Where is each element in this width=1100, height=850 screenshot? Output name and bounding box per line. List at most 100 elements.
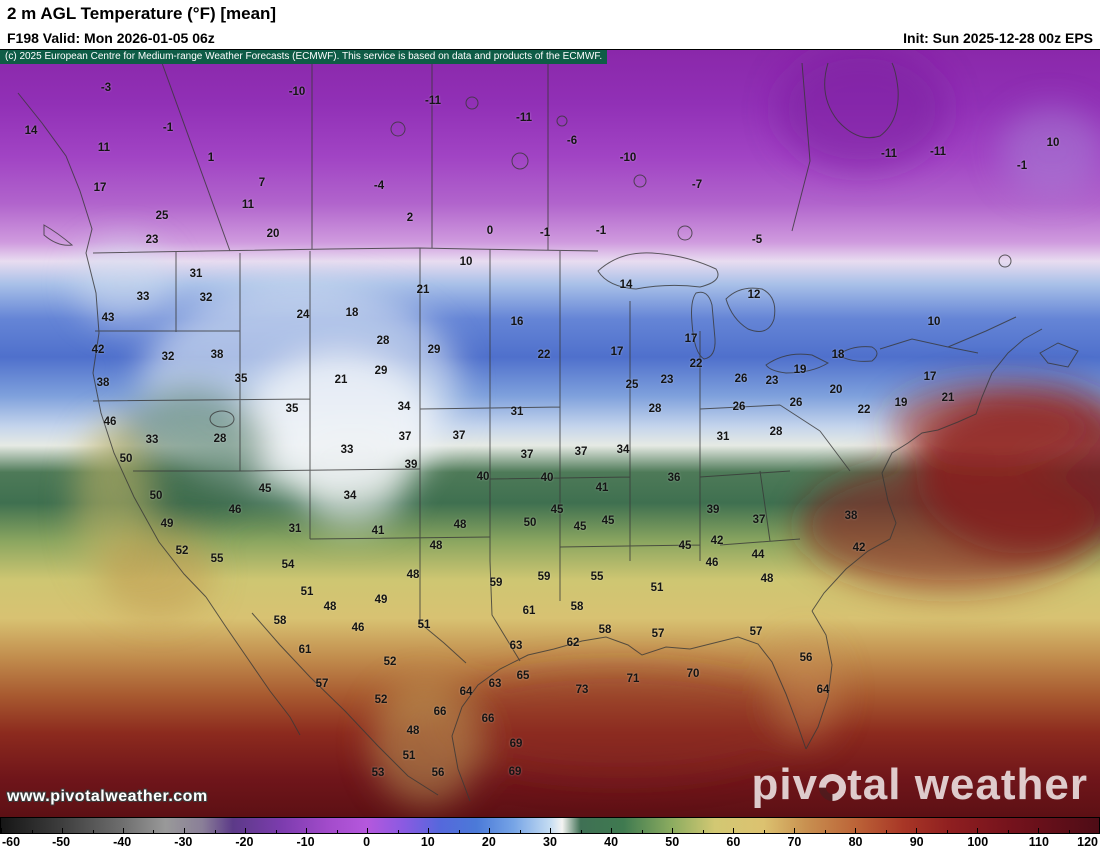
colorbar-minor-tick-mark [641, 830, 643, 833]
colorbar-tick-label: 100 [967, 835, 989, 849]
atlantic-coastline [811, 328, 1043, 612]
state-borders-central [419, 248, 701, 601]
geography-outlines [17, 62, 1079, 802]
colorbar-tick-mark [611, 828, 612, 833]
colorbar-tick-mark [550, 828, 551, 833]
map-area: (c) 2025 European Centre for Medium-rang… [0, 49, 1100, 818]
vancouver-island [43, 224, 74, 246]
colorbar-tick-label: 10 [420, 835, 435, 849]
colorbar-minor-tick-mark [31, 830, 33, 833]
canada-lake [390, 121, 406, 137]
state-borders-west [92, 251, 491, 540]
site-url-watermark: www.pivotalweather.com [7, 788, 208, 805]
canada-lake [633, 174, 647, 188]
copyright-notice: (c) 2025 European Centre for Medium-rang… [0, 50, 608, 64]
colorbar-minor-tick-mark [397, 830, 399, 833]
colorbar-minor-tick-mark [92, 830, 94, 833]
colorbar-minor-tick-mark [1068, 830, 1070, 833]
colorbar-minor-tick-mark [275, 830, 277, 833]
brand-text-suffix: tal weather [847, 760, 1088, 809]
colorbar-tick-mark [916, 828, 917, 833]
lake-superior [597, 252, 719, 290]
colorbar-tick-mark [1, 828, 2, 833]
province-border-on-qc [791, 62, 811, 232]
colorbar-tick-label: -10 [296, 835, 315, 849]
nova-scotia-outline [1039, 342, 1079, 368]
canada-lake [677, 225, 693, 241]
colorbar-minor-tick-mark [946, 830, 948, 833]
canada-lake [556, 115, 568, 127]
colorbar-tick-mark [672, 828, 673, 833]
colorbar-minor-tick-mark [1007, 830, 1009, 833]
temperature-anomaly-blobs [74, 50, 1100, 805]
colorbar-tick-mark [733, 828, 734, 833]
province-border-bc-ab [161, 62, 231, 252]
colorbar-tick-mark [1038, 828, 1039, 833]
colorbar-tick-mark [306, 828, 307, 833]
lake-michigan [691, 291, 716, 360]
colorbar-tick-mark [62, 828, 63, 833]
colorbar-tick-label: 120 [1077, 835, 1098, 849]
canada-lake [998, 254, 1012, 268]
colorbar-tick-label: 20 [481, 835, 496, 849]
colorbar-minor-tick-mark [824, 830, 826, 833]
colorbar-tick-label: -30 [174, 835, 193, 849]
colorbar-minor-tick-mark [519, 830, 521, 833]
colorbar-minor-tick-mark [153, 830, 155, 833]
colorbar-tick-mark [794, 828, 795, 833]
st-lawrence-border [879, 316, 1017, 354]
state-borders-texas [419, 559, 521, 664]
mexico-gulf-coastline [451, 648, 555, 802]
colorbar-tick-mark [977, 828, 978, 833]
us-gulf-coastline [553, 636, 807, 750]
colorbar-minor-tick-mark [458, 830, 460, 833]
colorbar-tick-mark [428, 828, 429, 833]
colorbar-tick-mark [184, 828, 185, 833]
brand-text-prefix: piv [751, 760, 819, 809]
colorbar-tick-label: 70 [787, 835, 802, 849]
colorbar-tick-label: 110 [1028, 835, 1049, 849]
lake-erie [765, 353, 830, 374]
temperature-map-canvas [0, 50, 1100, 818]
colorbar-tick-label: -60 [2, 835, 21, 849]
colorbar-tick-label: -20 [235, 835, 254, 849]
colorbar-tick-label: 0 [363, 835, 371, 849]
colorbar-minor-tick-mark [214, 830, 216, 833]
colorbar-tick-mark [489, 828, 490, 833]
colorbar-tick-label: -50 [52, 835, 71, 849]
colorbar-minor-tick-mark [763, 830, 765, 833]
page-title: 2 m AGL Temperature (°F) [mean] [7, 4, 277, 23]
meta-bar: F198 Valid: Mon 2026-01-05 06z Init: Sun… [0, 28, 1100, 49]
state-borders-east [699, 404, 851, 546]
colorbar-tick-label: 90 [909, 835, 924, 849]
colorbar-ticks: -60 -50 -40 -30 -20 -10 0 10 20 30 40 50 60 70 80 90 100… [0, 834, 1100, 850]
lake-huron [725, 287, 776, 332]
colorbar-minor-tick-mark [336, 830, 338, 833]
colorbar-tick-label: 50 [665, 835, 680, 849]
colorbar-tick-mark [245, 828, 246, 833]
canada-lake [511, 152, 529, 170]
colorbar-tick-label: 80 [848, 835, 863, 849]
mexico-west-coastline [251, 612, 439, 796]
great-salt-lake [209, 410, 235, 428]
colorbar: -60 -50 -40 -30 -20 -10 0 10 20 30 40 50 60 70 80 90 100… [0, 817, 1100, 850]
colorbar-tick-mark [367, 828, 368, 833]
colorbar-tick-label: 60 [726, 835, 741, 849]
colorbar-minor-tick-mark [580, 830, 582, 833]
title-bar: 2 m AGL Temperature (°F) [mean] [0, 0, 1100, 28]
colorbar-tick-label: -40 [113, 835, 132, 849]
colorbar-minor-tick-mark [702, 830, 704, 833]
us-canada-border [92, 247, 599, 254]
canada-lake [465, 96, 479, 110]
baja-coastline [205, 596, 301, 736]
forecast-valid-text: F198 Valid: Mon 2026-01-05 06z [7, 30, 215, 46]
colorbar-gradient [0, 817, 1100, 834]
lake-ontario [837, 346, 878, 362]
florida-east-coastline [805, 610, 833, 750]
hudson-bay-outline [824, 62, 899, 139]
brand-watermark: piv tal weather [752, 760, 1088, 810]
colorbar-minor-tick-mark [885, 830, 887, 833]
colorbar-tick-label: 30 [543, 835, 557, 849]
colorbar-tick-label: 40 [604, 835, 619, 849]
